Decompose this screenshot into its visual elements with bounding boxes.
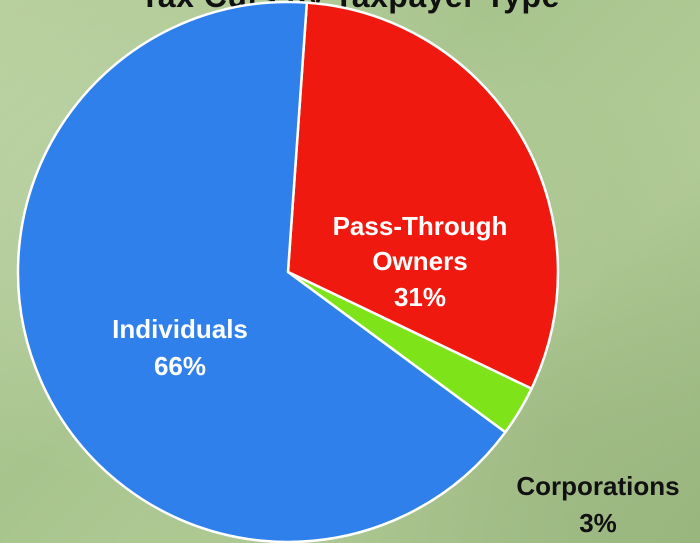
pie-slice-pass-through-owners <box>286 1 560 390</box>
pie-labels: Individuals 66% Pass-Through Owners 31% Corpo… <box>112 211 680 538</box>
slice-label-individuals-value: 66% <box>154 351 206 381</box>
slice-label-pass-through-value: 31% <box>394 282 446 312</box>
slice-label-corporations-value: 3% <box>579 508 617 538</box>
slice-label-corporations-name: Corporations <box>516 471 679 501</box>
pie-slices <box>16 0 560 543</box>
slice-label-pass-through-name-line-1: Pass-Through <box>333 211 508 241</box>
slice-label-pass-through-name-line-2: Owners <box>372 246 467 276</box>
slice-label-individuals-name: Individuals <box>112 314 248 344</box>
pie-slice-individuals <box>16 0 507 543</box>
